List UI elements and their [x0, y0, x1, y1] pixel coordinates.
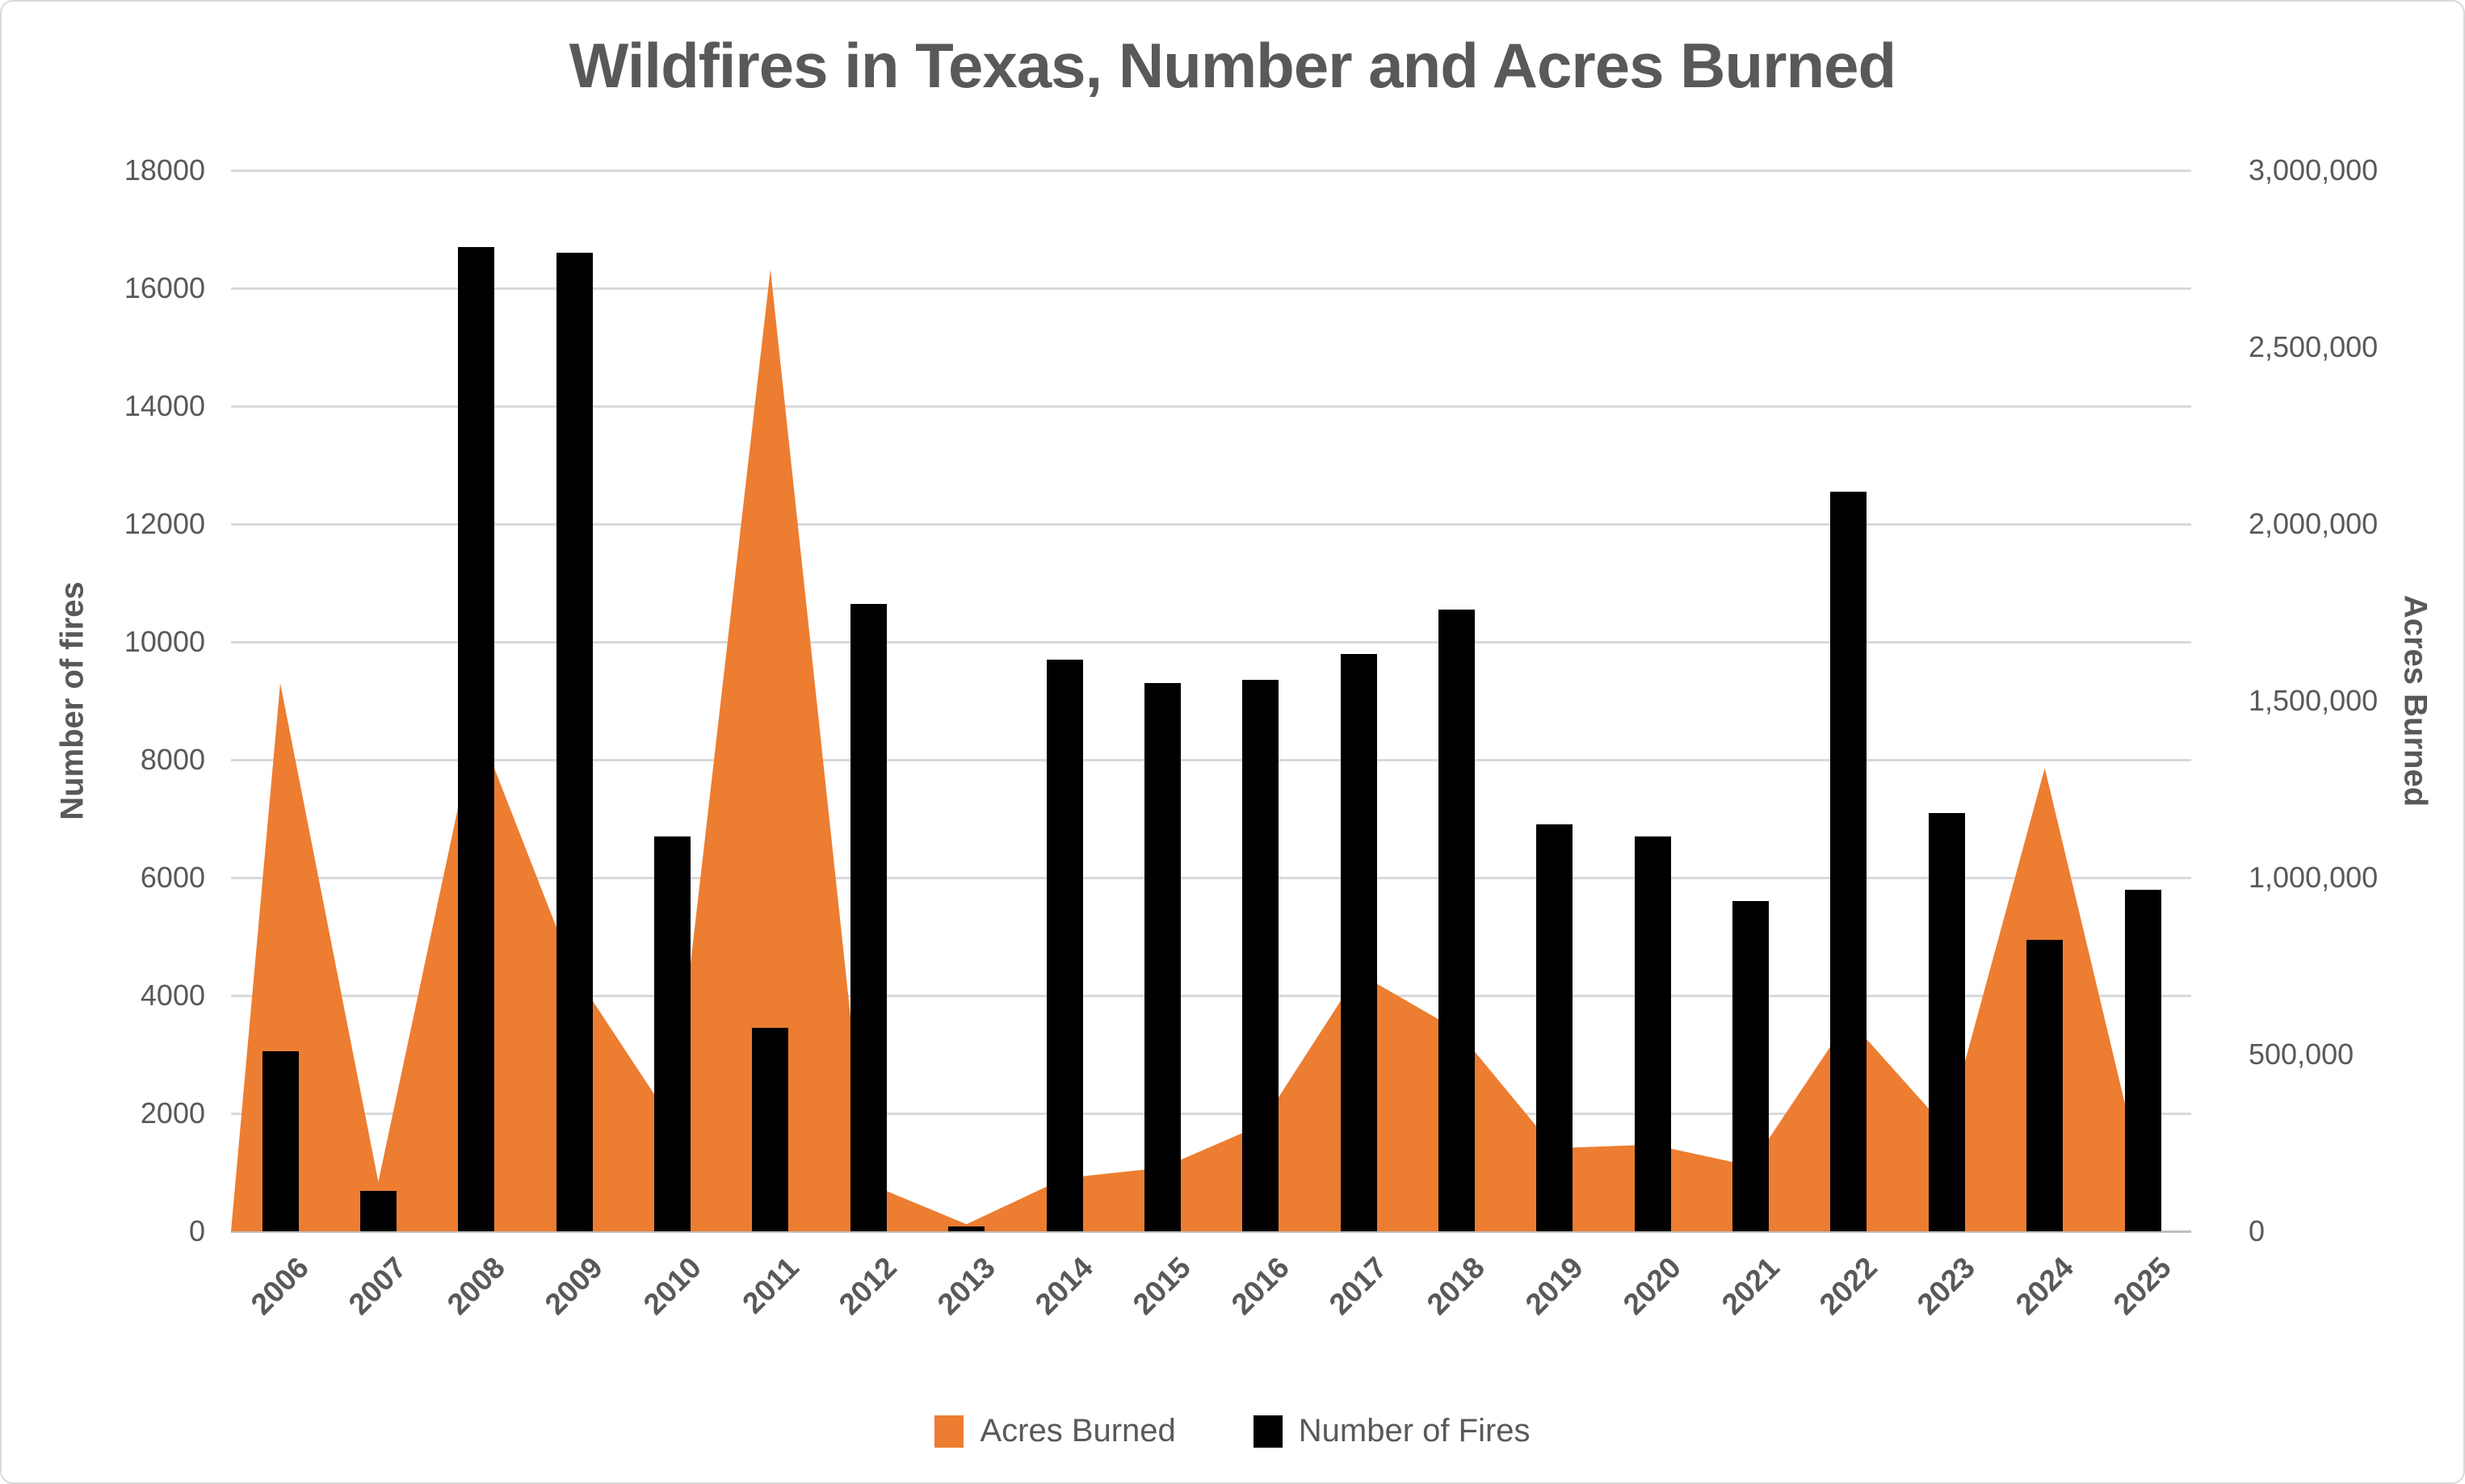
bar-2020 — [1634, 836, 1671, 1231]
x-label-2019: 2019 — [1518, 1251, 1589, 1322]
x-label-2014: 2014 — [1028, 1251, 1099, 1322]
right-tick-3000000: 3,000,000 — [2249, 153, 2379, 187]
number-of-fires-swatch-icon — [1253, 1415, 1283, 1448]
left-tick-10000: 10000 — [124, 625, 205, 658]
gridline — [231, 522, 2191, 526]
gridline — [231, 287, 2191, 290]
x-label-2012: 2012 — [832, 1251, 904, 1322]
legend-label-acres-burned: Acres Burned — [980, 1413, 1176, 1448]
x-label-2008: 2008 — [440, 1251, 511, 1322]
x-label-2017: 2017 — [1322, 1251, 1394, 1322]
right-tick-1000000: 1,000,000 — [2249, 861, 2379, 894]
acres-burned-swatch-icon — [934, 1415, 964, 1448]
right-axis-title: Acres Burned — [2397, 594, 2434, 807]
x-label-2009: 2009 — [538, 1251, 610, 1322]
left-axis-title: Number of fires — [54, 581, 90, 820]
x-axis-line — [231, 1230, 2191, 1233]
bar-2016 — [1242, 680, 1279, 1231]
bar-2010 — [654, 836, 691, 1231]
legend-item-acres-burned: Acres Burned — [934, 1413, 1176, 1449]
left-tick-2000: 2000 — [140, 1096, 205, 1130]
gridline — [231, 1112, 2191, 1115]
x-label-2016: 2016 — [1224, 1251, 1295, 1322]
bar-2014 — [1046, 659, 1083, 1231]
x-label-2022: 2022 — [1812, 1251, 1883, 1322]
bar-2017 — [1340, 653, 1377, 1231]
x-label-2011: 2011 — [736, 1251, 805, 1320]
bar-2021 — [1732, 901, 1770, 1231]
bar-2022 — [1830, 491, 1867, 1231]
left-tick-6000: 6000 — [140, 861, 205, 894]
x-label-2010: 2010 — [636, 1251, 708, 1322]
x-label-2018: 2018 — [1421, 1251, 1492, 1322]
x-label-2025: 2025 — [2106, 1251, 2177, 1322]
bar-2008 — [458, 246, 495, 1231]
bar-2009 — [556, 253, 593, 1231]
bar-2019 — [1536, 824, 1573, 1231]
gridline — [231, 758, 2191, 761]
gridline — [231, 405, 2191, 408]
left-tick-18000: 18000 — [124, 153, 205, 187]
left-tick-4000: 4000 — [140, 979, 205, 1012]
right-tick-2000000: 2,000,000 — [2249, 507, 2379, 540]
x-label-2023: 2023 — [1911, 1251, 1982, 1322]
legend-item-number-of-fires: Number of Fires — [1253, 1413, 1531, 1449]
bar-2015 — [1144, 683, 1181, 1231]
bar-2012 — [850, 603, 887, 1231]
gridline — [231, 876, 2191, 879]
chart-title: Wildfires in Texas, Number and Acres Bur… — [569, 30, 1896, 101]
bar-2023 — [1928, 812, 1965, 1231]
bar-2018 — [1438, 609, 1475, 1231]
x-label-2020: 2020 — [1616, 1251, 1688, 1322]
bar-2011 — [752, 1028, 789, 1231]
left-tick-12000: 12000 — [124, 507, 205, 540]
bar-2006 — [262, 1051, 299, 1231]
x-label-2015: 2015 — [1127, 1251, 1198, 1322]
x-label-2006: 2006 — [244, 1251, 315, 1322]
right-tick-2500000: 2,500,000 — [2249, 330, 2379, 363]
gridline — [231, 169, 2191, 172]
left-tick-14000: 14000 — [124, 389, 205, 422]
bar-2013 — [948, 1226, 985, 1231]
bar-2007 — [359, 1190, 397, 1231]
x-label-2013: 2013 — [930, 1251, 1002, 1322]
legend-label-number-of-fires: Number of Fires — [1298, 1413, 1531, 1448]
right-tick-0: 0 — [2249, 1214, 2266, 1247]
left-tick-8000: 8000 — [140, 743, 205, 776]
x-label-2024: 2024 — [2009, 1251, 2080, 1322]
x-label-2021: 2021 — [1715, 1251, 1786, 1322]
bar-2024 — [2026, 939, 2064, 1231]
right-tick-500000: 500,000 — [2249, 1038, 2354, 1071]
right-tick-1500000: 1,500,000 — [2249, 684, 2379, 717]
gridline — [231, 994, 2191, 997]
left-tick-0: 0 — [188, 1214, 205, 1247]
chart-legend: Acres Burned Number of Fires — [2, 1413, 2463, 1449]
gridline — [231, 640, 2191, 643]
x-label-2007: 2007 — [342, 1251, 414, 1322]
left-tick-16000: 16000 — [124, 271, 205, 304]
bar-2025 — [2124, 889, 2161, 1231]
